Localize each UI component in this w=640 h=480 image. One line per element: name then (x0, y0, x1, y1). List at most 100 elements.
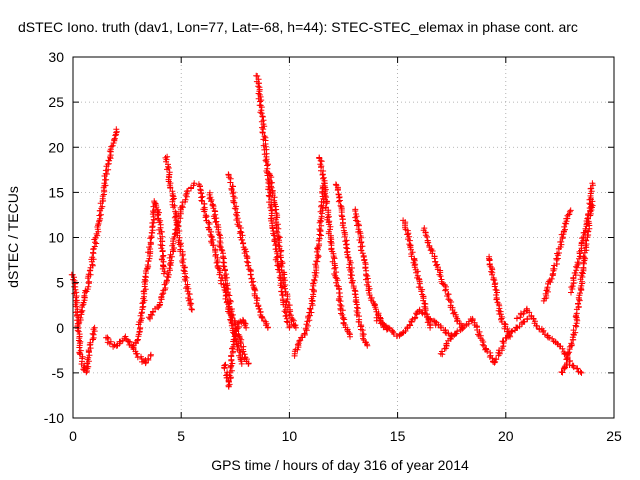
data-point (354, 222, 360, 229)
data-point (568, 284, 575, 291)
data-point (213, 259, 220, 266)
data-point (333, 279, 340, 286)
x-tick-label: 20 (498, 428, 514, 444)
data-point (184, 187, 191, 194)
data-point (338, 310, 344, 317)
data-point (259, 129, 266, 136)
data-point (439, 348, 445, 355)
data-point (313, 258, 320, 265)
data-point (553, 255, 560, 262)
data-point (101, 180, 108, 187)
data-point (93, 240, 100, 247)
data-point (422, 307, 429, 314)
data-point (91, 324, 98, 331)
data-point (315, 253, 322, 260)
data-point (309, 286, 316, 293)
data-point (179, 252, 186, 259)
data-point (219, 247, 226, 254)
data-point (209, 202, 216, 209)
data-point (352, 214, 359, 221)
data-point (404, 325, 410, 332)
data-point (202, 214, 209, 221)
data-point (222, 267, 228, 274)
data-point (574, 365, 581, 372)
series-15 (332, 181, 371, 349)
data-point (274, 229, 281, 236)
data-point (210, 205, 217, 212)
data-point (546, 334, 553, 341)
data-point (442, 286, 449, 293)
data-points (68, 72, 596, 390)
data-point (557, 239, 564, 245)
data-point (493, 296, 500, 303)
data-point (334, 187, 341, 194)
data-point (127, 339, 133, 345)
y-tick-label: -10 (44, 410, 64, 426)
data-point (434, 261, 441, 268)
data-point (221, 263, 228, 270)
data-point (240, 348, 247, 355)
y-axis-label: dSTEC / TECUs (5, 186, 21, 288)
data-point (562, 226, 568, 233)
series-9 (221, 316, 250, 390)
x-tick-label: 10 (282, 428, 298, 444)
data-point (294, 341, 301, 348)
data-point (570, 364, 577, 371)
data-point (352, 298, 359, 305)
data-point (526, 309, 533, 316)
data-point (506, 332, 513, 339)
data-point (122, 333, 129, 340)
data-point (496, 350, 503, 357)
data-point (255, 80, 262, 87)
data-point (164, 166, 170, 173)
data-point (349, 272, 355, 279)
data-point (188, 300, 195, 307)
data-point (159, 248, 166, 255)
data-point (226, 292, 233, 299)
data-point (579, 270, 586, 277)
data-point (179, 203, 185, 210)
data-point (268, 174, 275, 181)
data-point (79, 302, 86, 309)
data-point (281, 274, 288, 281)
data-point (83, 369, 90, 376)
series-12 (266, 171, 299, 331)
data-point (220, 263, 227, 269)
data-point (222, 361, 229, 368)
data-point (232, 205, 239, 212)
data-point (243, 324, 250, 331)
data-point (568, 289, 574, 296)
data-point (308, 309, 315, 316)
x-tick-label: 5 (177, 428, 185, 444)
data-point (198, 197, 205, 204)
data-point (292, 324, 299, 331)
data-point (229, 190, 236, 197)
data-point (186, 291, 193, 298)
data-point (210, 242, 217, 249)
data-point (191, 180, 198, 187)
data-point (216, 271, 223, 278)
data-point (437, 273, 444, 280)
data-point (491, 283, 498, 290)
data-point (580, 264, 587, 271)
data-point (444, 293, 451, 299)
data-point (245, 360, 252, 367)
data-point (170, 248, 177, 255)
data-point (589, 198, 596, 205)
data-point (330, 254, 337, 261)
data-point (113, 126, 120, 133)
y-tick-label: 25 (48, 94, 64, 110)
data-point (566, 349, 573, 356)
data-point (273, 228, 280, 235)
series-1 (68, 271, 98, 376)
data-point (105, 166, 112, 173)
data-point (182, 192, 189, 199)
data-point (231, 205, 238, 212)
data-point (406, 237, 413, 244)
series-23 (540, 207, 574, 304)
data-point (294, 346, 301, 353)
data-point (258, 97, 265, 104)
data-point (563, 356, 570, 363)
data-point (317, 227, 324, 234)
data-point (568, 340, 575, 347)
